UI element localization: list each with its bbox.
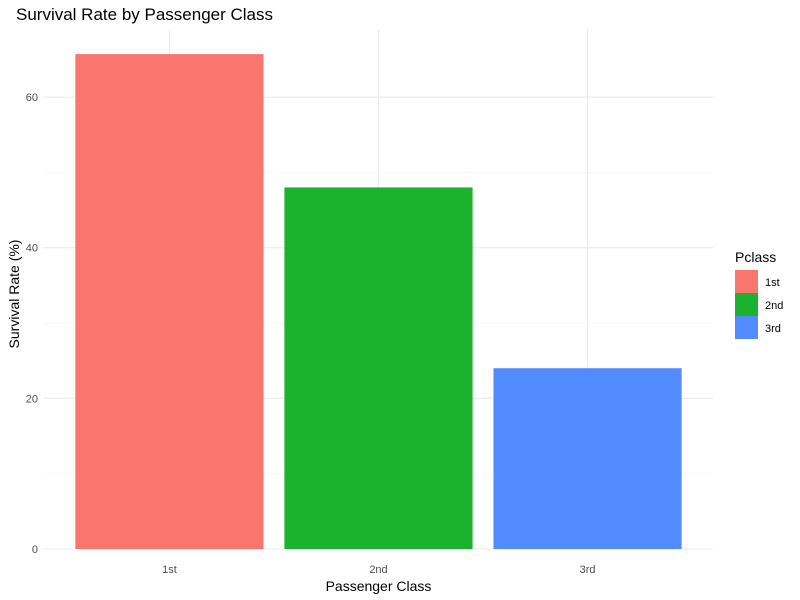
x-tick-label: 2nd	[369, 564, 387, 576]
bar-3rd	[493, 368, 682, 549]
legend-label: 3rd	[765, 323, 781, 335]
bar-1st	[75, 54, 264, 550]
y-tick-label: 40	[26, 243, 38, 255]
legend-label: 2nd	[765, 300, 783, 312]
x-tick-label: 3rd	[580, 564, 596, 576]
legend-key-2nd	[735, 293, 758, 316]
x-tick-label: 1st	[162, 564, 177, 576]
legend-key-1st	[735, 270, 758, 293]
y-axis-ticks: 0 20 40 60	[26, 92, 38, 556]
legend-key-3rd	[735, 316, 758, 339]
y-tick-label: 60	[26, 92, 38, 104]
chart-title: Survival Rate by Passenger Class	[16, 5, 273, 24]
x-axis-title: Passenger Class	[326, 578, 432, 594]
y-axis-title: Survival Rate (%)	[6, 240, 22, 349]
x-axis-ticks: 1st 2nd 3rd	[162, 564, 595, 576]
y-tick-label: 20	[26, 393, 38, 405]
legend-title: Pclass	[735, 249, 776, 265]
legend: Pclass 1st 2nd 3rd	[735, 249, 783, 339]
legend-label: 1st	[765, 277, 780, 289]
y-tick-label: 0	[32, 544, 38, 556]
bars	[75, 54, 682, 550]
bar-2nd	[284, 187, 473, 550]
